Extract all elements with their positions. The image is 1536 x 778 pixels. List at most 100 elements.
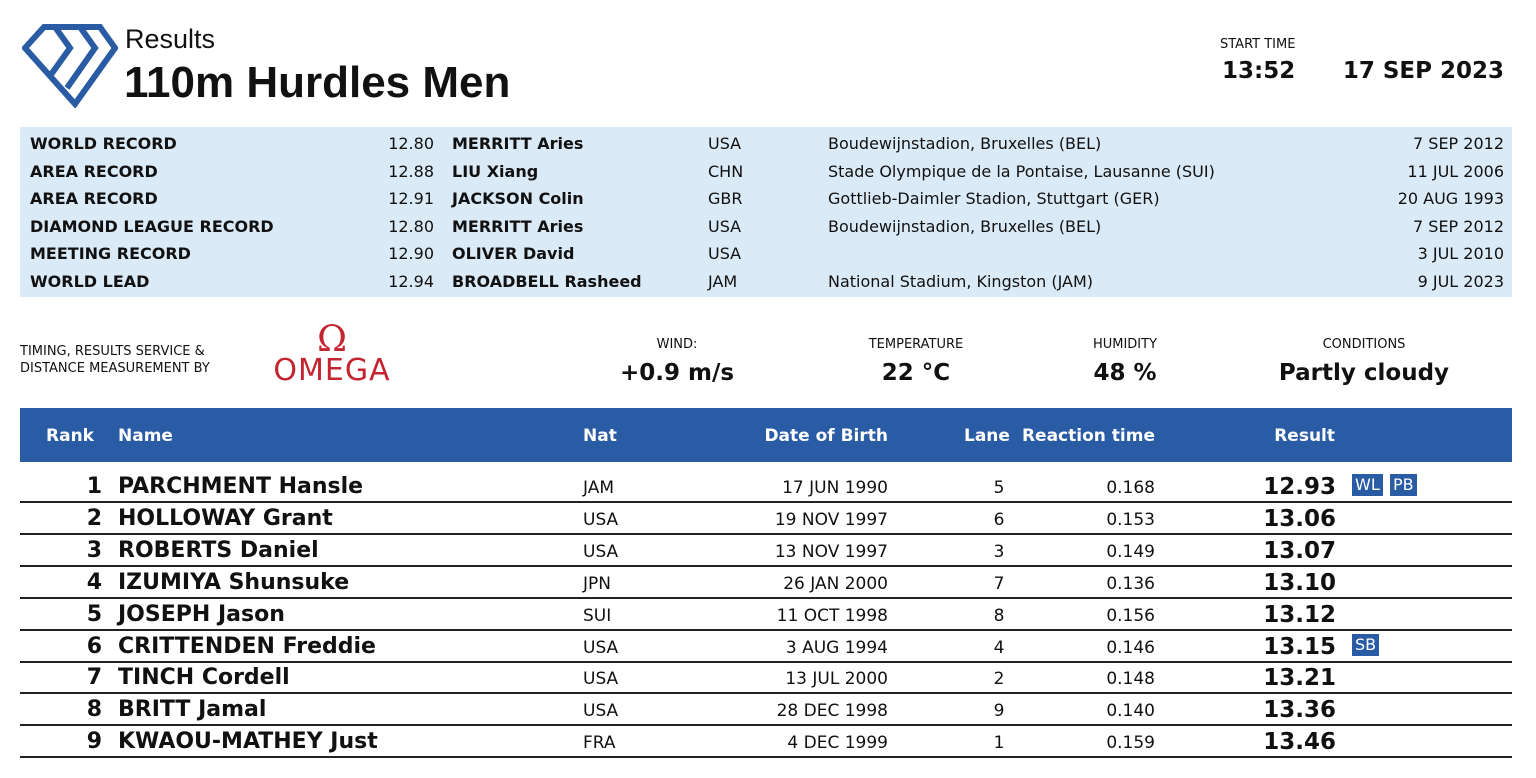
record-holder: BROADBELL Rasheed [452,272,642,291]
reaction-time: 0.156 [1106,605,1155,626]
rank: 7 [86,665,102,691]
record-nat: CHN [708,161,744,181]
record-venue: Boudewijnstadion, Bruxelles (BEL) [828,134,1102,153]
record-nat: USA [708,244,742,264]
reaction-time: 0.153 [1106,509,1155,530]
page-title: 110m Hurdles Men [124,58,511,107]
result-row: 2 HOLLOWAY Grant USA 19 NOV 1997 6 0.153 13.06 [20,501,1512,535]
result-time: 13.06 [1263,505,1336,532]
record-label: WORLD LEAD [30,272,150,291]
result-time: 13.21 [1263,665,1336,692]
record-row: AREA RECORD 12.88 LIU Xiang CHN Stade Olympi… [20,158,1512,185]
lane: 2 [993,669,1005,690]
results-header: Rank Name Nat Date of Birth Lane Reactio… [20,408,1512,462]
result-row: 6 CRITTENDEN Freddie USA 3 AUG 1994 4 0.146 13… [20,629,1512,663]
reaction-time: 0.168 [1106,478,1155,498]
rank: 5 [86,601,102,627]
lane: 4 [993,637,1005,658]
diamond-league-logo-icon [20,24,119,112]
wind-value: +0.9 m/s [619,360,735,386]
rank: 9 [86,729,102,755]
record-date: 11 JUL 2006 [1407,161,1504,181]
col-lane: Lane [964,426,1010,446]
result-row: 9 KWAOU-MATHEY Just FRA 4 DEC 1999 1 0.159 13.… [20,724,1512,759]
lane: 5 [993,478,1005,498]
timing-credit: TIMING, RESULTS SERVICE & DISTANCE MEASU… [20,343,210,377]
record-label: MEETING RECORD [30,244,191,264]
record-value: 12.94 [388,272,434,291]
date-of-birth: 11 OCT 1998 [776,605,888,626]
omega-symbol-icon: Ω [317,319,347,360]
date-of-birth: 19 NOV 1997 [774,509,888,530]
lane: 7 [993,573,1005,594]
temperature-info: TEMPERATURE 22 °C [816,337,1016,386]
athlete-name: IZUMIYA Shunsuke [118,569,350,595]
rank: 4 [86,569,102,595]
record-value: 12.90 [388,244,434,264]
record-holder: OLIVER David [452,244,575,264]
date-of-birth: 26 JAN 2000 [783,573,888,594]
record-nat: GBR [708,189,743,209]
record-value: 12.88 [388,161,434,181]
reaction-time: 0.148 [1106,669,1155,690]
page-subtitle: Results [125,24,216,54]
conditions-value: Partly cloudy [1278,360,1450,386]
nationality: JPN [583,573,611,594]
record-label: DIAMOND LEAGUE RECORD [30,216,274,236]
result-row: 8 BRITT Jamal USA 28 DEC 1998 9 0.140 13.36 [20,692,1512,727]
rank: 3 [86,537,102,563]
col-result: Result [1274,426,1335,446]
wind-label: WIND: [656,337,698,352]
record-venue: Gottlieb-Daimler Stadion, Stuttgart (GER… [828,189,1160,209]
result-time: 13.46 [1263,729,1336,756]
record-row: AREA RECORD 12.91 JACKSON Colin GBR Gottlieb… [20,185,1512,212]
rank: 1 [86,474,102,499]
badge-sb: SB [1352,633,1380,656]
result-time: 12.93 [1263,474,1336,500]
record-venue: National Stadium, Kingston (JAM) [828,272,1094,291]
lane: 1 [993,733,1005,754]
record-venue: Boudewijnstadion, Bruxelles (BEL) [828,216,1102,236]
temperature-label: TEMPERATURE [868,337,964,352]
record-venue: Stade Olympique de la Pontaise, Lausanne… [828,161,1215,181]
record-value: 12.80 [388,216,434,236]
record-value: 12.91 [388,189,434,209]
humidity-label: HUMIDITY [1092,337,1158,352]
record-nat: USA [708,216,742,236]
record-row: WORLD RECORD 12.80 MERRITT Aries USA Boudewi… [20,130,1512,157]
athlete-name: PARCHMENT Hansle [118,474,364,499]
col-dob: Date of Birth [764,426,888,446]
start-time-label: START TIME [1220,37,1296,52]
athlete-name: CRITTENDEN Freddie [118,633,376,659]
nationality: USA [583,637,619,658]
lane: 3 [993,541,1005,562]
record-date: 3 JUL 2010 [1417,244,1504,264]
omega-wordmark: OMEGA [273,353,391,388]
badge-wl: WL [1352,474,1383,496]
record-nat: USA [708,134,742,153]
date-of-birth: 13 NOV 1997 [774,541,888,562]
timing-line-1: TIMING, RESULTS SERVICE & [20,344,205,359]
col-nat: Nat [583,426,617,446]
reaction-time: 0.146 [1106,637,1155,658]
record-date: 9 JUL 2023 [1417,272,1504,291]
result-time: 13.15 [1263,633,1336,660]
lane: 8 [993,605,1005,626]
nationality: JAM [583,478,615,498]
reaction-time: 0.136 [1106,573,1155,594]
record-value: 12.80 [388,134,434,153]
date-of-birth: 13 JUL 2000 [785,669,888,690]
nationality: FRA [583,733,616,754]
start-time: 13:52 [1222,58,1296,84]
badge-pb: PB [1390,474,1417,496]
nationality: USA [583,541,619,562]
record-holder: MERRITT Aries [452,134,584,153]
result-row: 3 ROBERTS Daniel USA 13 NOV 1997 3 0.149 13.07 [20,533,1512,567]
result-time: 13.10 [1263,569,1336,596]
record-holder: LIU Xiang [452,161,539,181]
reaction-time: 0.159 [1106,733,1155,754]
rank: 8 [86,697,102,723]
record-label: AREA RECORD [30,189,158,209]
col-reaction: Reaction time [1021,426,1155,446]
date-of-birth: 4 DEC 1999 [787,733,888,754]
